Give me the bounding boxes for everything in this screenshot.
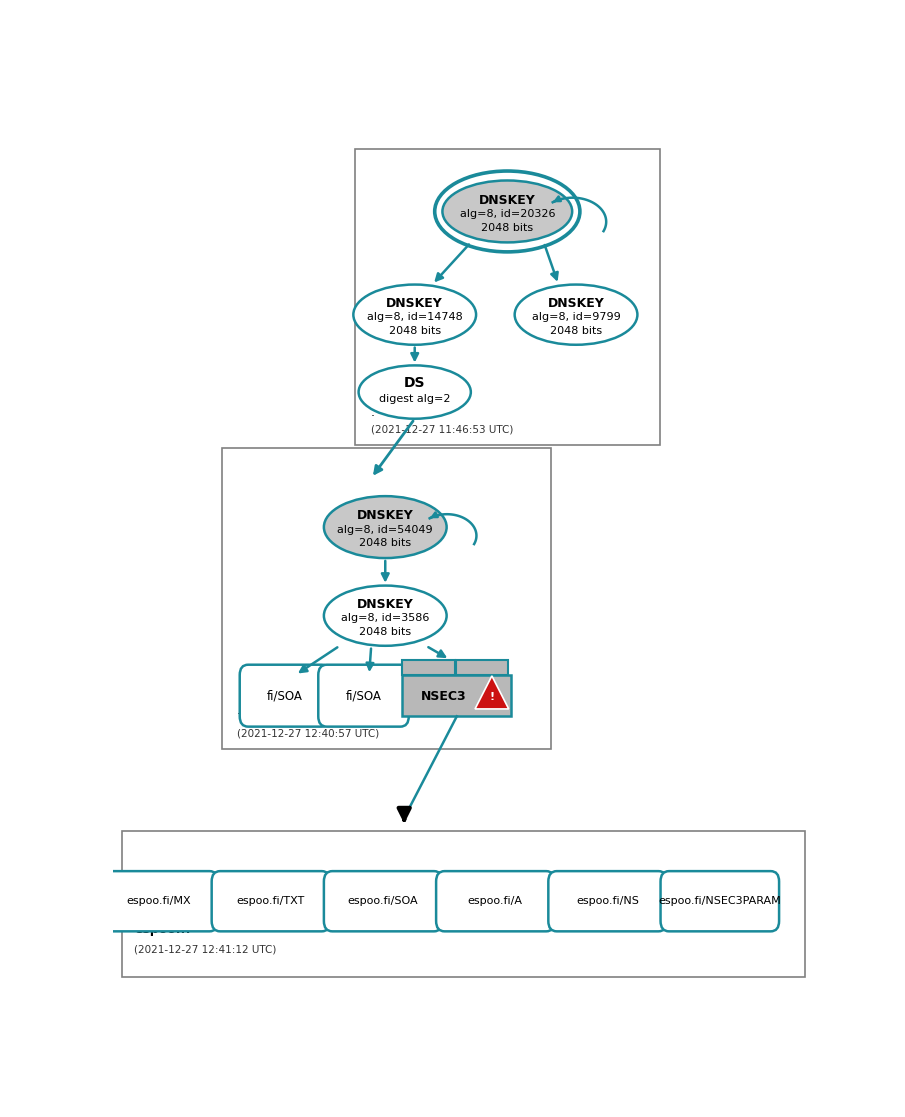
Text: (2021-12-27 12:40:57 UTC): (2021-12-27 12:40:57 UTC) [237,728,379,738]
Ellipse shape [324,585,447,646]
FancyBboxPatch shape [319,665,409,727]
Text: fi/SOA: fi/SOA [267,689,303,703]
Text: !: ! [490,693,494,703]
Text: 2048 bits: 2048 bits [359,538,411,548]
Text: espoo.fi/SOA: espoo.fi/SOA [348,896,418,906]
Text: DS: DS [404,376,425,391]
FancyBboxPatch shape [403,659,454,675]
Text: espoo.fi/NSEC3PARAM: espoo.fi/NSEC3PARAM [659,896,781,906]
Ellipse shape [443,181,572,242]
FancyBboxPatch shape [355,149,661,446]
Text: 2048 bits: 2048 bits [481,222,533,232]
Text: DNSKEY: DNSKEY [357,598,414,611]
FancyBboxPatch shape [100,871,218,932]
Text: DNSKEY: DNSKEY [548,297,605,311]
Ellipse shape [515,285,637,345]
FancyBboxPatch shape [324,871,443,932]
Text: 2048 bits: 2048 bits [359,627,411,637]
Text: DNSKEY: DNSKEY [479,193,536,207]
Text: 2048 bits: 2048 bits [550,326,602,336]
FancyBboxPatch shape [212,871,330,932]
Text: alg=8, id=20326: alg=8, id=20326 [460,209,555,219]
Text: 2048 bits: 2048 bits [388,326,441,336]
Text: espoo.fi/MX: espoo.fi/MX [127,896,191,906]
Ellipse shape [353,285,476,345]
Text: espoo.fi/A: espoo.fi/A [468,896,523,906]
Text: DNSKEY: DNSKEY [357,509,414,523]
Text: espoo.fi: espoo.fi [134,923,190,936]
Text: fi/SOA: fi/SOA [346,689,381,703]
Text: alg=8, id=14748: alg=8, id=14748 [367,313,462,322]
FancyBboxPatch shape [436,871,555,932]
Text: .: . [370,407,375,419]
Text: alg=8, id=54049: alg=8, id=54049 [338,525,433,535]
FancyBboxPatch shape [222,448,551,750]
Polygon shape [475,676,509,709]
FancyBboxPatch shape [456,659,509,675]
FancyBboxPatch shape [403,675,511,716]
FancyBboxPatch shape [240,665,330,727]
FancyBboxPatch shape [548,871,667,932]
FancyBboxPatch shape [661,871,779,932]
Text: digest alg=2: digest alg=2 [379,394,451,404]
Text: fi: fi [237,709,245,723]
Ellipse shape [358,365,471,419]
Text: espoo.fi/TXT: espoo.fi/TXT [237,896,305,906]
Text: DNSKEY: DNSKEY [386,297,443,311]
Text: NSEC3: NSEC3 [422,690,467,703]
FancyBboxPatch shape [121,831,805,977]
Text: alg=8, id=3586: alg=8, id=3586 [341,613,430,623]
Text: alg=8, id=9799: alg=8, id=9799 [531,313,621,322]
Text: espoo.fi/NS: espoo.fi/NS [576,896,639,906]
Ellipse shape [324,496,447,558]
Text: (2021-12-27 11:46:53 UTC): (2021-12-27 11:46:53 UTC) [370,424,513,435]
Text: (2021-12-27 12:41:12 UTC): (2021-12-27 12:41:12 UTC) [134,944,277,954]
